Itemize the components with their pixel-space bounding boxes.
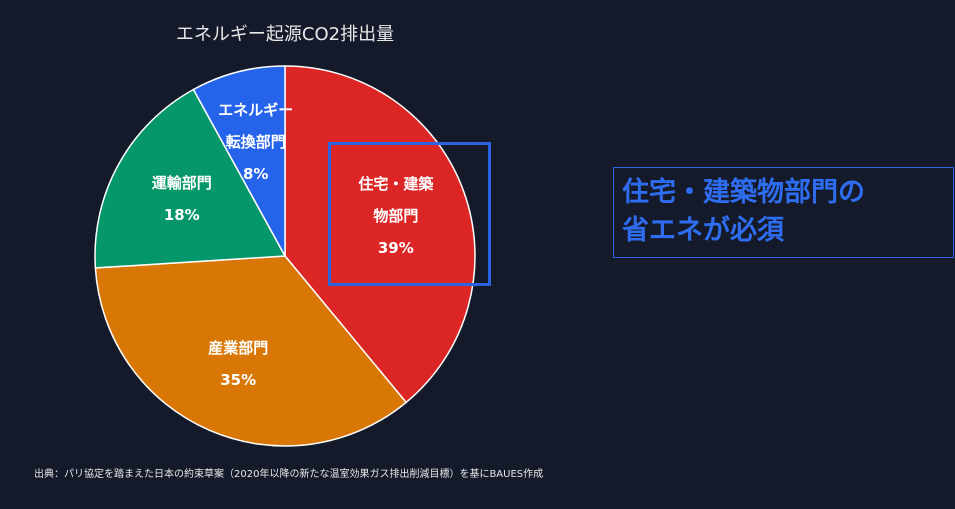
pie-slice <box>94 88 287 269</box>
callout-line-2: 省エネが必須 <box>622 215 784 246</box>
highlight-box <box>328 142 491 286</box>
slice-value-label: 18% <box>164 206 200 224</box>
source-note: 出典：パリ協定を踏まえた日本の約束草案（2020年以降の新たな温室効果ガス排出削… <box>34 469 544 480</box>
slice-value-label: 39% <box>378 239 414 257</box>
pie-slice <box>94 255 408 447</box>
slice-name-label: エネルギー <box>218 101 293 119</box>
slice-value-label: 8% <box>243 165 268 183</box>
callout-box: 住宅・建築物部門の 省エネが必須 <box>613 167 954 258</box>
slice-name-label: 運輸部門 <box>152 174 212 192</box>
pie-slices <box>94 65 476 447</box>
pie-slice <box>192 65 286 257</box>
pie-slice <box>284 65 476 404</box>
chart-title: エネルギー起源CO2排出量 <box>175 24 395 45</box>
slice-name-label: 転換部門 <box>226 133 286 151</box>
callout-line-1: 住宅・建築物部門の <box>622 177 865 208</box>
slice-value-label: 35% <box>220 371 256 389</box>
slice-name-label: 物部門 <box>373 207 418 225</box>
slice-name-label: 産業部門 <box>208 339 268 357</box>
slice-name-label: 住宅・建築 <box>358 175 434 193</box>
